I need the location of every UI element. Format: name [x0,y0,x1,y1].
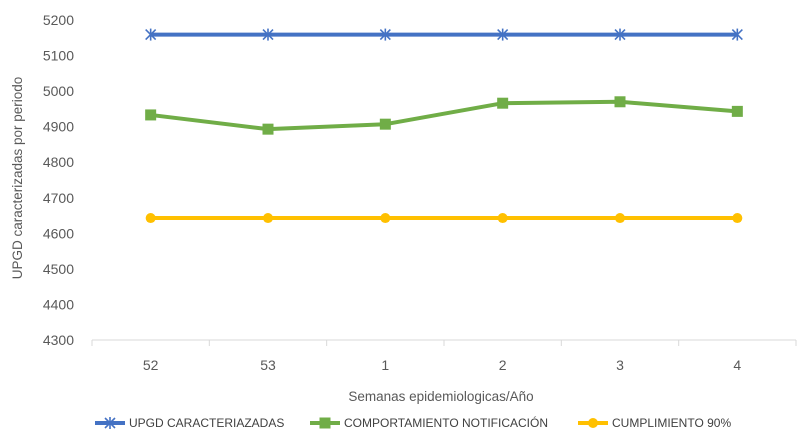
data-point [145,213,156,224]
series-2 [145,96,743,135]
y-tick-label: 4700 [43,190,74,206]
y-tick-label: 4900 [43,119,74,135]
data-point [731,28,743,41]
x-tick-label: 3 [616,357,624,373]
data-point [145,28,157,41]
data-point [379,118,391,130]
y-tick-label: 5000 [43,83,74,99]
legend-label: COMPORTAMIENTO NOTIFICACIÓN [344,415,548,430]
y-tick-label: 4400 [43,296,74,312]
y-tick-label: 5100 [43,48,74,64]
legend-marker [319,417,331,429]
y-tick-label: 4300 [43,332,74,348]
data-point [497,28,509,41]
x-tick-label: 53 [260,357,276,373]
series-1 [145,28,743,41]
x-tick-label: 2 [499,357,507,373]
data-point [731,105,743,117]
legend-marker [104,417,116,429]
legend-label: CUMPLIMIENTO 90% [612,416,731,430]
x-tick-label: 4 [733,357,741,373]
x-axis-ticks: 52 53 1 2 3 4 [91,340,797,373]
series-layer [145,28,743,224]
data-point [380,213,391,224]
data-point [497,213,508,224]
y-tick-label: 4800 [43,154,74,170]
series-line [150,99,738,132]
series-3 [145,213,743,224]
data-point [614,96,626,108]
data-point [497,97,509,109]
data-point [732,213,743,224]
legend-marker [588,418,598,428]
legend-label: UPGD CARACTERIAZADAS [129,416,284,430]
data-point [145,109,157,121]
data-point [615,213,625,224]
data-point [262,123,274,135]
y-tick-label: 4500 [43,261,74,277]
x-tick-label: 1 [381,357,389,373]
legend-item: UPGD CARACTERIAZADAS [95,416,284,430]
data-point [614,28,626,41]
legend: UPGD CARACTERIAZADAS COMPORTAMIENTO NOTIF… [95,415,731,430]
data-point [262,28,274,41]
data-point [263,213,273,224]
y-tick-label: 4600 [43,225,74,241]
y-axis-ticks: 4300 4400 4500 4600 4700 4800 4900 5000 5100 5200 [43,12,74,348]
x-tick-label: 52 [143,357,159,373]
y-tick-label: 5200 [43,12,74,28]
data-point [379,28,391,41]
y-axis-title: UPGD caracterizadas por periodo [10,77,25,280]
legend-item: COMPORTAMIENTO NOTIFICACIÓN [310,415,548,430]
legend-item: CUMPLIMIENTO 90% [578,416,731,430]
x-axis-title: Semanas epidemiologicas/Año [348,389,533,404]
